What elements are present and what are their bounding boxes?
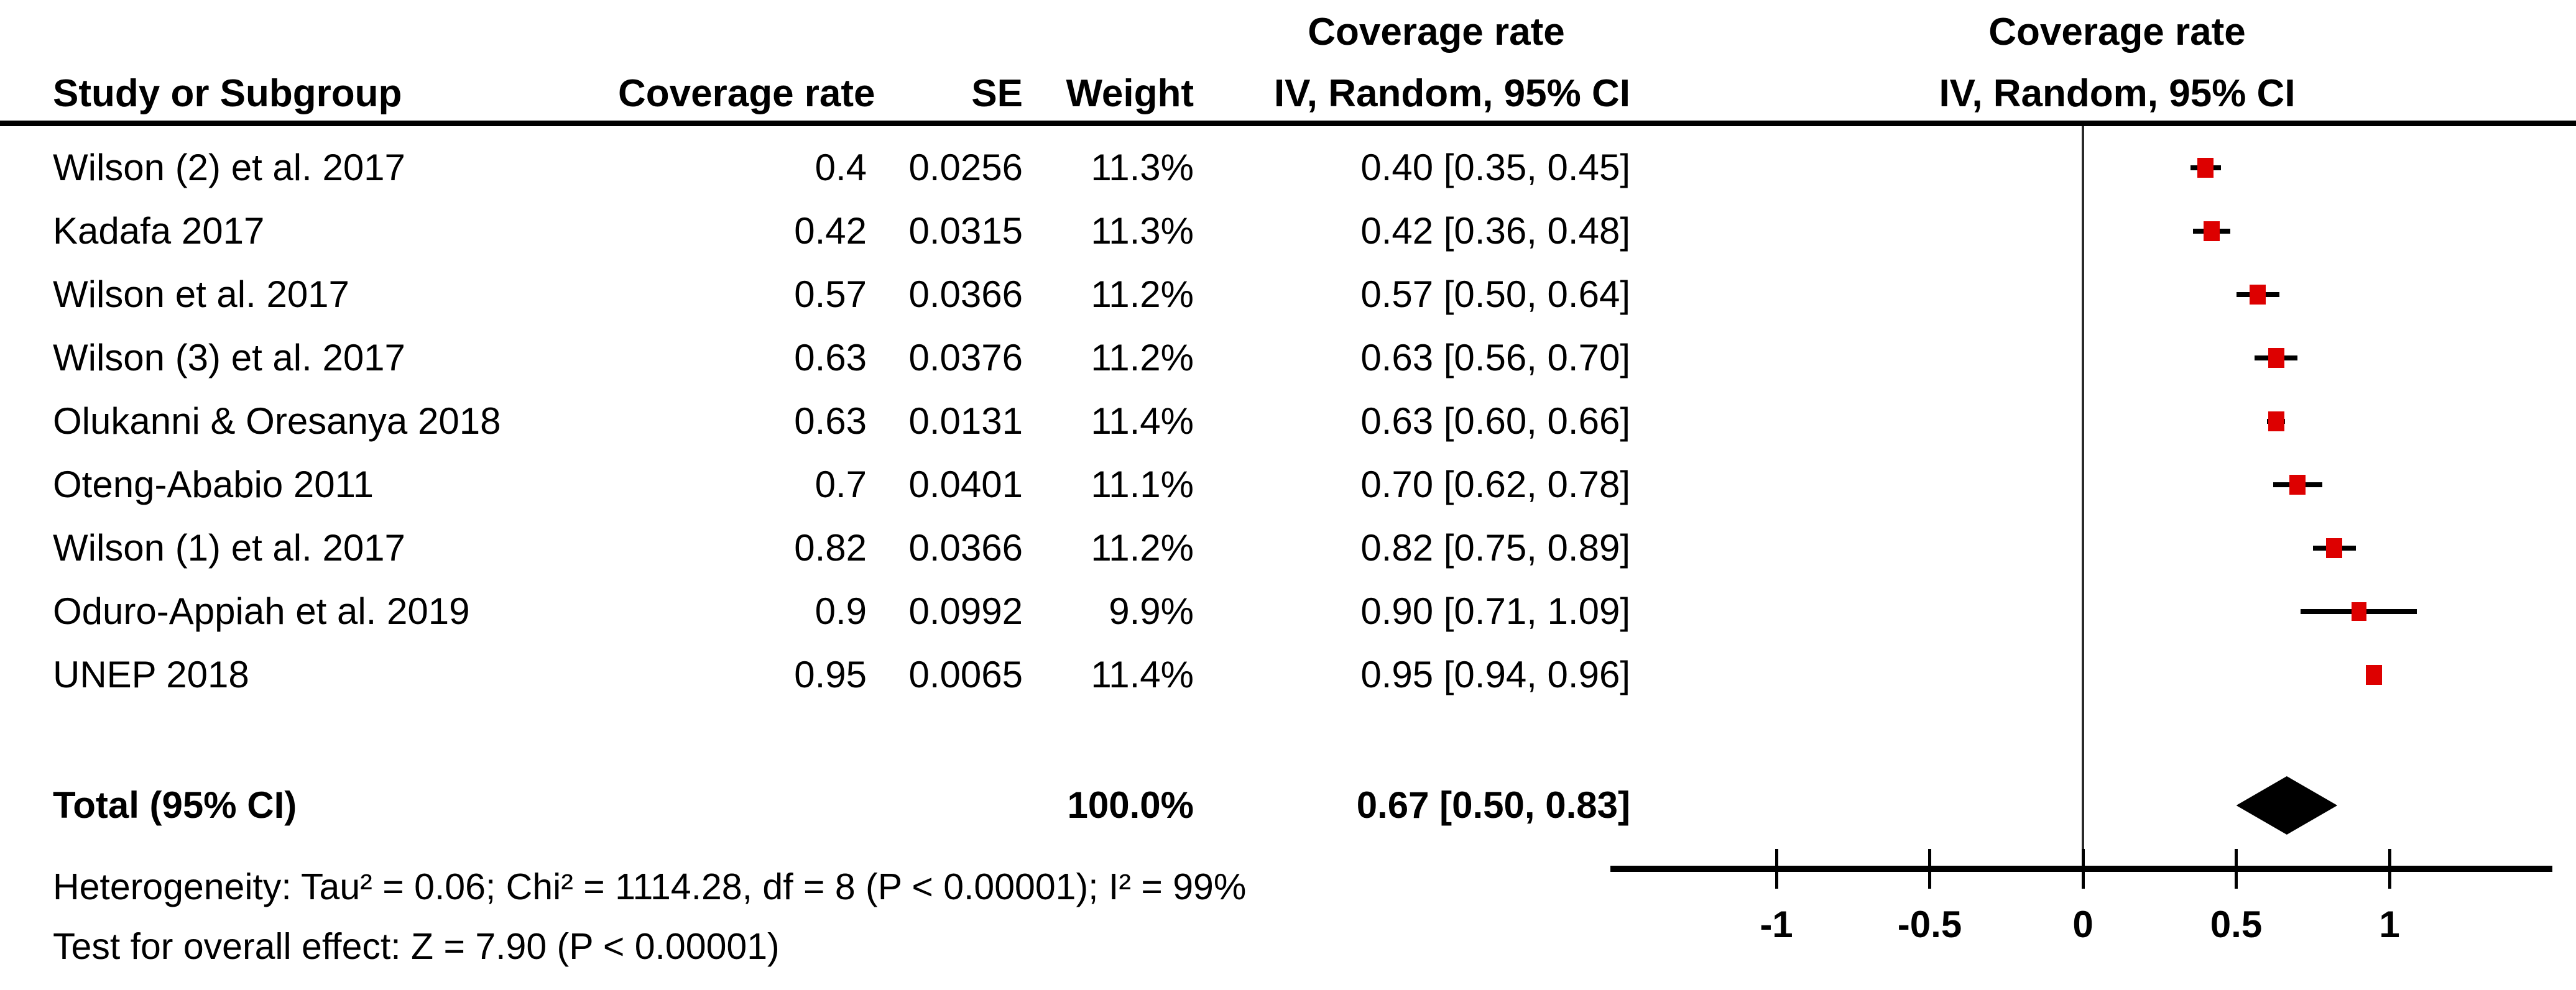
- effect-square: [2268, 411, 2284, 431]
- table-row: Oteng-Ababio 2011 0.7 0.0401 11.1% 0.70 [0.6…: [0, 453, 2576, 516]
- axis-tick: [2081, 849, 2085, 889]
- column-header-ci: IV, Random, 95% CI: [1273, 72, 1630, 115]
- effect-square: [2351, 602, 2366, 621]
- ci-text: 0.95 [0.94, 0.96]: [1360, 654, 1630, 695]
- total-label: Total (95% CI): [53, 784, 297, 826]
- study-name: UNEP 2018: [53, 654, 249, 695]
- effect-square: [2326, 538, 2343, 558]
- weight-value: 11.4%: [1091, 654, 1194, 695]
- table-row: Olukanni & Oresanya 2018 0.63 0.0131 11.4% 0…: [0, 390, 2576, 453]
- se-value: 0.0376: [908, 337, 1023, 378]
- total-ci-text: 0.67 [0.50, 0.83]: [1356, 784, 1630, 826]
- effect-value: 0.7: [815, 464, 867, 505]
- weight-value: 11.2%: [1091, 337, 1194, 378]
- column-header-study: Study or Subgroup: [53, 72, 402, 115]
- se-value: 0.0992: [908, 590, 1023, 632]
- weight-value: 11.3%: [1091, 147, 1194, 188]
- ci-text: 0.90 [0.71, 1.09]: [1360, 590, 1630, 632]
- ci-text: 0.70 [0.62, 0.78]: [1360, 464, 1630, 505]
- table-row: Kadafa 2017 0.42 0.0315 11.3% 0.42 [0.36, 0.…: [0, 199, 2576, 263]
- se-value: 0.0256: [908, 147, 1023, 188]
- study-name: Wilson (1) et al. 2017: [53, 527, 405, 569]
- weight-value: 11.1%: [1091, 464, 1194, 505]
- table-row: Wilson et al. 2017 0.57 0.0366 11.2% 0.57 [0…: [0, 263, 2576, 326]
- effect-square: [2204, 221, 2220, 241]
- ci-text: 0.63 [0.60, 0.66]: [1360, 400, 1630, 442]
- ci-text: 0.40 [0.35, 0.45]: [1360, 147, 1630, 188]
- effect-value: 0.82: [794, 527, 867, 569]
- table-row: UNEP 2018 0.95 0.0065 11.4% 0.95 [0.94, 0.96…: [0, 643, 2576, 707]
- axis-tick: [1928, 849, 1931, 889]
- table-row: Oduro-Appiah et al. 2019 0.9 0.0992 9.9% 0.9…: [0, 580, 2576, 643]
- study-name: Wilson et al. 2017: [53, 273, 349, 315]
- effect-value: 0.63: [794, 337, 867, 378]
- column-header-effect: Coverage rate: [618, 72, 875, 115]
- column-header-weight: Weight: [1066, 72, 1194, 115]
- effect-square: [2289, 475, 2306, 495]
- effect-square: [2366, 665, 2383, 685]
- se-value: 0.0065: [908, 654, 1023, 695]
- plot-group-header: Coverage rate: [1988, 11, 2246, 53]
- se-value: 0.0315: [908, 210, 1023, 252]
- total-weight: 100.0%: [1067, 784, 1194, 826]
- header-rule: [0, 121, 2576, 126]
- effect-square: [2197, 158, 2214, 178]
- heterogeneity-note: Heterogeneity: Tau² = 0.06; Chi² = 1114.…: [53, 866, 1247, 907]
- axis-tick: [2235, 849, 2238, 889]
- weight-value: 11.4%: [1091, 400, 1194, 442]
- study-name: Wilson (3) et al. 2017: [53, 337, 405, 378]
- axis-tick-label: -0.5: [1897, 904, 1962, 945]
- se-value: 0.0366: [908, 273, 1023, 315]
- plot-column-header: IV, Random, 95% CI: [1939, 72, 2296, 115]
- study-name: Wilson (2) et al. 2017: [53, 147, 405, 188]
- effect-square: [2268, 348, 2284, 368]
- total-row: Total (95% CI) 100.0% 0.67 [0.50, 0.83]: [0, 774, 2576, 836]
- table-row: Wilson (1) et al. 2017 0.82 0.0366 11.2% 0.8…: [0, 516, 2576, 580]
- weight-value: 11.2%: [1091, 527, 1194, 569]
- axis-tick-label: 0.5: [2210, 904, 2263, 945]
- study-name: Oduro-Appiah et al. 2019: [53, 590, 470, 632]
- ci-text: 0.82 [0.75, 0.89]: [1360, 527, 1630, 569]
- zero-reference-line: [2082, 126, 2084, 869]
- weight-value: 11.2%: [1091, 273, 1194, 315]
- axis-tick: [1775, 849, 1778, 889]
- ci-text: 0.57 [0.50, 0.64]: [1360, 273, 1630, 315]
- ci-column-group-header: Coverage rate: [1308, 11, 1565, 53]
- se-value: 0.0366: [908, 527, 1023, 569]
- effect-value: 0.42: [794, 210, 867, 252]
- ci-text: 0.63 [0.56, 0.70]: [1360, 337, 1630, 378]
- table-row: Wilson (3) et al. 2017 0.63 0.0376 11.2% 0.6…: [0, 326, 2576, 390]
- table-row: Wilson (2) et al. 2017 0.4 0.0256 11.3% 0.40…: [0, 136, 2576, 199]
- weight-value: 11.3%: [1091, 210, 1194, 252]
- effect-value: 0.95: [794, 654, 867, 695]
- effect-value: 0.57: [794, 273, 867, 315]
- column-header-se: SE: [971, 72, 1023, 115]
- effect-value: 0.9: [815, 590, 867, 632]
- study-name: Kadafa 2017: [53, 210, 265, 252]
- effect-value: 0.4: [815, 147, 867, 188]
- effect-square: [2250, 285, 2266, 305]
- se-value: 0.0131: [908, 400, 1023, 442]
- weight-value: 9.9%: [1109, 590, 1194, 632]
- se-value: 0.0401: [908, 464, 1023, 505]
- overall-effect-note: Test for overall effect: Z = 7.90 (P < 0…: [53, 926, 780, 967]
- effect-value: 0.63: [794, 400, 867, 442]
- axis-tick-label: 0: [2072, 904, 2094, 945]
- axis-tick-label: -1: [1760, 904, 1793, 945]
- axis-tick-label: 1: [2379, 904, 2400, 945]
- study-name: Olukanni & Oresanya 2018: [53, 400, 501, 442]
- axis-tick: [2388, 849, 2391, 889]
- study-name: Oteng-Ababio 2011: [53, 464, 374, 505]
- ci-text: 0.42 [0.36, 0.48]: [1360, 210, 1630, 252]
